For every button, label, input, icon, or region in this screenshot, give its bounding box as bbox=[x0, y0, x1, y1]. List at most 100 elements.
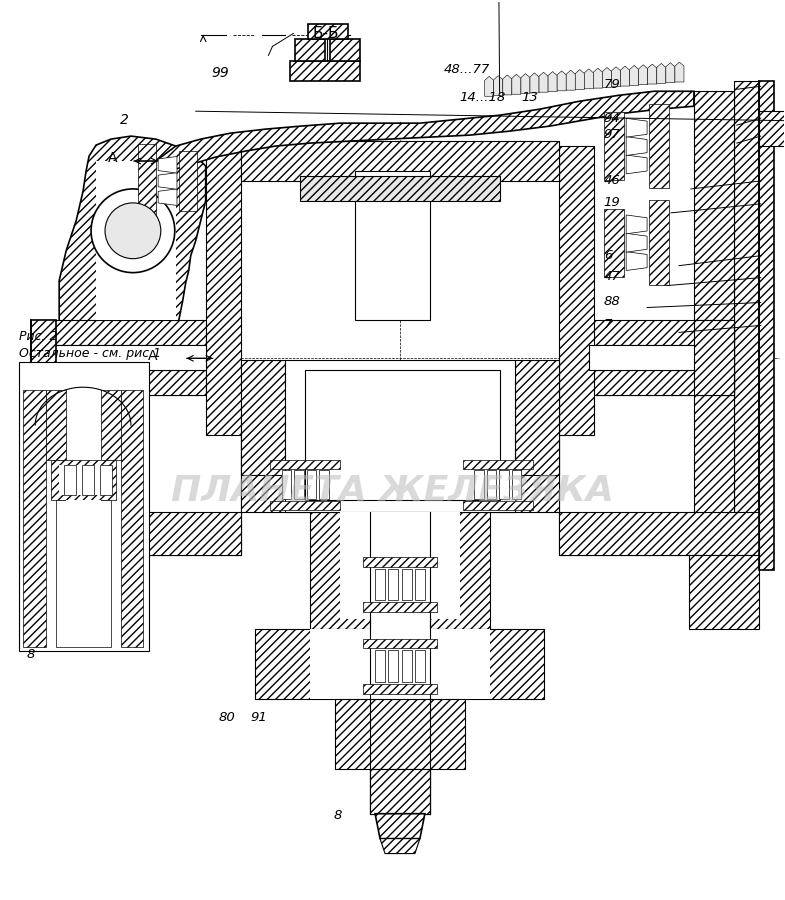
Polygon shape bbox=[57, 500, 111, 647]
Polygon shape bbox=[675, 62, 684, 82]
Polygon shape bbox=[593, 68, 602, 88]
Polygon shape bbox=[694, 91, 734, 544]
Polygon shape bbox=[649, 104, 669, 188]
Text: 8: 8 bbox=[334, 808, 342, 822]
Polygon shape bbox=[271, 460, 340, 469]
Polygon shape bbox=[158, 189, 177, 205]
Polygon shape bbox=[626, 233, 647, 252]
Polygon shape bbox=[240, 435, 560, 512]
Polygon shape bbox=[566, 70, 575, 90]
Polygon shape bbox=[648, 64, 657, 84]
Polygon shape bbox=[590, 370, 734, 395]
Polygon shape bbox=[206, 141, 240, 435]
Text: 19: 19 bbox=[604, 196, 620, 209]
Text: 7: 7 bbox=[604, 318, 612, 331]
Polygon shape bbox=[240, 141, 560, 181]
Polygon shape bbox=[560, 512, 758, 554]
Text: 91: 91 bbox=[250, 711, 267, 724]
Polygon shape bbox=[512, 75, 521, 94]
Text: 94: 94 bbox=[604, 112, 620, 125]
Polygon shape bbox=[388, 569, 399, 600]
Polygon shape bbox=[309, 23, 349, 40]
Polygon shape bbox=[484, 76, 494, 96]
Polygon shape bbox=[626, 252, 647, 271]
Polygon shape bbox=[758, 112, 785, 146]
Polygon shape bbox=[96, 161, 176, 320]
Polygon shape bbox=[401, 651, 412, 682]
Polygon shape bbox=[57, 395, 240, 554]
Polygon shape bbox=[31, 320, 57, 395]
Bar bbox=[590, 346, 734, 370]
Polygon shape bbox=[575, 69, 584, 89]
Bar bbox=[31, 346, 206, 370]
Polygon shape bbox=[649, 201, 669, 285]
Polygon shape bbox=[621, 66, 630, 86]
Text: 13: 13 bbox=[521, 91, 539, 104]
Text: 2: 2 bbox=[120, 113, 130, 127]
Polygon shape bbox=[290, 61, 360, 81]
Polygon shape bbox=[462, 501, 532, 509]
Polygon shape bbox=[548, 72, 557, 92]
Polygon shape bbox=[462, 460, 532, 469]
Polygon shape bbox=[121, 391, 143, 647]
Text: 80: 80 bbox=[219, 711, 236, 724]
Polygon shape bbox=[666, 63, 675, 83]
Polygon shape bbox=[626, 155, 647, 174]
Polygon shape bbox=[370, 769, 430, 814]
Polygon shape bbox=[415, 569, 425, 600]
Polygon shape bbox=[363, 557, 437, 567]
Polygon shape bbox=[294, 471, 304, 500]
Polygon shape bbox=[758, 81, 774, 570]
Bar bbox=[20, 363, 149, 652]
Polygon shape bbox=[305, 370, 499, 500]
Text: 47: 47 bbox=[604, 270, 620, 284]
Polygon shape bbox=[282, 471, 291, 500]
Polygon shape bbox=[101, 391, 121, 460]
Text: 99: 99 bbox=[211, 67, 228, 80]
Polygon shape bbox=[355, 171, 430, 320]
Polygon shape bbox=[388, 651, 399, 682]
Polygon shape bbox=[59, 136, 206, 352]
Text: 8: 8 bbox=[27, 648, 35, 661]
Polygon shape bbox=[630, 66, 639, 86]
Text: 97: 97 bbox=[604, 128, 620, 140]
Polygon shape bbox=[734, 81, 758, 570]
Text: Рис. 2: Рис. 2 bbox=[19, 329, 57, 343]
Polygon shape bbox=[31, 512, 240, 554]
Polygon shape bbox=[512, 471, 521, 500]
Polygon shape bbox=[158, 173, 177, 189]
Polygon shape bbox=[602, 68, 612, 87]
Polygon shape bbox=[31, 370, 206, 395]
Polygon shape bbox=[374, 651, 385, 682]
Polygon shape bbox=[255, 629, 545, 699]
Polygon shape bbox=[474, 471, 484, 500]
Circle shape bbox=[91, 189, 175, 273]
Polygon shape bbox=[310, 629, 490, 699]
Polygon shape bbox=[335, 699, 465, 769]
Polygon shape bbox=[374, 569, 385, 600]
Polygon shape bbox=[100, 465, 112, 495]
Text: 48...77: 48...77 bbox=[444, 63, 490, 76]
Polygon shape bbox=[560, 146, 594, 435]
Polygon shape bbox=[158, 157, 177, 173]
Polygon shape bbox=[694, 320, 734, 395]
Polygon shape bbox=[363, 602, 437, 612]
Polygon shape bbox=[301, 176, 499, 201]
Polygon shape bbox=[502, 75, 512, 94]
Polygon shape bbox=[363, 639, 437, 648]
Text: 79: 79 bbox=[604, 78, 620, 92]
Polygon shape bbox=[487, 471, 496, 500]
Polygon shape bbox=[415, 651, 425, 682]
Polygon shape bbox=[330, 40, 360, 61]
Text: 14...18: 14...18 bbox=[459, 91, 506, 104]
Polygon shape bbox=[557, 71, 566, 91]
Polygon shape bbox=[24, 391, 46, 647]
Circle shape bbox=[105, 202, 161, 258]
Text: Б-Б: Б-Б bbox=[312, 26, 339, 41]
Polygon shape bbox=[64, 465, 76, 495]
Polygon shape bbox=[626, 137, 647, 156]
Polygon shape bbox=[179, 151, 197, 211]
Polygon shape bbox=[521, 74, 530, 94]
Polygon shape bbox=[657, 63, 666, 84]
Polygon shape bbox=[584, 69, 593, 89]
